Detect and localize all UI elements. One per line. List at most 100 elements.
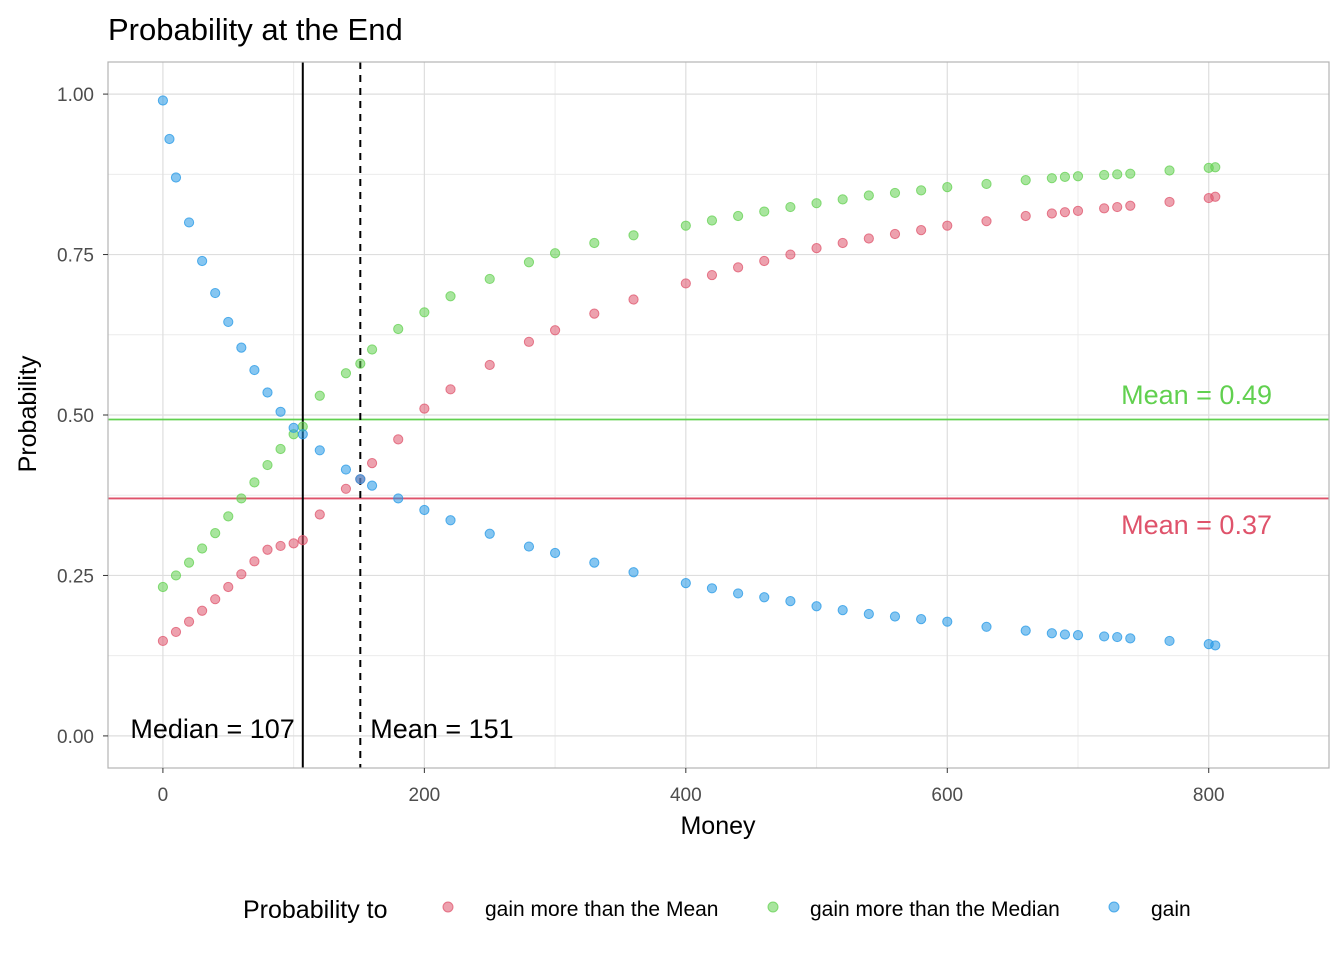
data-point <box>981 621 992 632</box>
data-point <box>1046 628 1057 639</box>
y-tick-label: 1.00 <box>57 85 94 106</box>
y-tick-label: 0.50 <box>57 406 94 427</box>
reference-label: Mean = 151 <box>370 714 513 744</box>
chart-title: Probability at the End <box>108 12 403 47</box>
data-point <box>275 443 286 455</box>
data-point <box>942 182 953 193</box>
data-point <box>419 403 430 414</box>
data-point <box>981 216 992 227</box>
x-tick-label: 200 <box>409 785 441 806</box>
data-point <box>1210 162 1221 173</box>
data-point <box>523 541 535 552</box>
data-point <box>223 316 234 328</box>
data-point <box>549 325 561 336</box>
data-point <box>183 557 195 568</box>
data-point <box>197 605 208 616</box>
x-tick-label: 800 <box>1193 785 1225 806</box>
data-point <box>340 368 352 379</box>
data-point <box>1059 207 1071 218</box>
data-point <box>1099 631 1110 642</box>
data-point <box>680 220 691 231</box>
data-point <box>484 273 495 285</box>
data-point <box>419 504 430 516</box>
data-point <box>1020 625 1031 636</box>
data-point <box>1164 635 1175 647</box>
data-point <box>340 483 352 494</box>
data-point <box>837 605 848 616</box>
series-1 <box>157 162 1221 593</box>
y-tick-label: 0.75 <box>57 246 94 267</box>
data-point <box>863 608 874 620</box>
data-point <box>1046 173 1057 184</box>
horizontal-reference-lines <box>108 418 1329 500</box>
reference-label: Mean = 0.49 <box>1121 380 1272 410</box>
data-point <box>733 210 744 222</box>
data-point <box>785 596 796 607</box>
data-point <box>811 601 822 612</box>
data-point <box>314 445 325 456</box>
data-point <box>785 249 796 260</box>
legend-entries: gain more than the Mean gain more than th… <box>442 898 1191 921</box>
data-point <box>366 458 378 469</box>
data-point <box>1072 205 1084 217</box>
y-axis-title: Probability <box>14 355 42 472</box>
data-point <box>275 540 286 552</box>
data-point <box>1059 171 1071 182</box>
data-point <box>170 172 182 183</box>
data-point <box>164 133 175 145</box>
x-tick-label: 600 <box>931 785 963 806</box>
reference-labels: Median = 107 Mean = 151 Mean = 0.49 Mean = … <box>130 380 1272 744</box>
data-point <box>262 544 273 555</box>
data-point <box>314 390 325 401</box>
data-point <box>236 342 247 353</box>
legend-key <box>1108 901 1120 913</box>
data-point <box>942 220 953 231</box>
data-point <box>523 336 535 347</box>
data-point <box>1125 633 1136 644</box>
vertical-reference-lines <box>301 62 362 768</box>
data-point <box>288 422 299 433</box>
reference-label: Mean = 0.37 <box>1121 510 1272 540</box>
legend-key <box>767 901 779 913</box>
data-point <box>706 269 718 281</box>
data-point <box>340 464 352 475</box>
data-point <box>733 262 744 273</box>
data-point <box>1020 174 1031 186</box>
data-point <box>1072 171 1084 182</box>
data-point <box>811 243 822 254</box>
data-point <box>837 237 848 249</box>
data-point <box>628 230 639 241</box>
legend-title: Probability to <box>243 896 388 924</box>
data-point <box>981 178 992 190</box>
data-point <box>916 185 927 196</box>
data-point <box>1099 169 1110 181</box>
data-point <box>549 248 561 259</box>
data-point <box>288 538 299 549</box>
data-point <box>445 515 456 526</box>
data-point <box>484 359 495 371</box>
y-axis: 0.00 0.25 0.50 0.75 1.00 <box>57 85 108 748</box>
grid-major <box>108 62 1329 768</box>
data-point <box>249 364 260 376</box>
data-point <box>889 611 901 622</box>
data-point <box>1210 640 1221 651</box>
data-point <box>366 344 378 355</box>
data-point <box>157 95 169 106</box>
data-point <box>916 225 927 236</box>
data-point <box>706 215 718 226</box>
data-points <box>157 95 1221 651</box>
series-2 <box>157 95 1221 651</box>
data-point <box>1020 210 1031 222</box>
legend-key <box>442 901 454 913</box>
data-point <box>355 358 366 369</box>
data-point <box>759 592 770 603</box>
data-point <box>942 616 953 627</box>
data-point <box>393 323 404 335</box>
data-point <box>733 588 744 599</box>
legend: Probability to gain more than the Mean ga… <box>243 896 1191 924</box>
data-point <box>393 493 404 504</box>
x-tick-label: 0 <box>158 785 169 806</box>
data-point <box>445 384 456 395</box>
data-point <box>628 294 639 305</box>
data-point <box>419 307 430 318</box>
